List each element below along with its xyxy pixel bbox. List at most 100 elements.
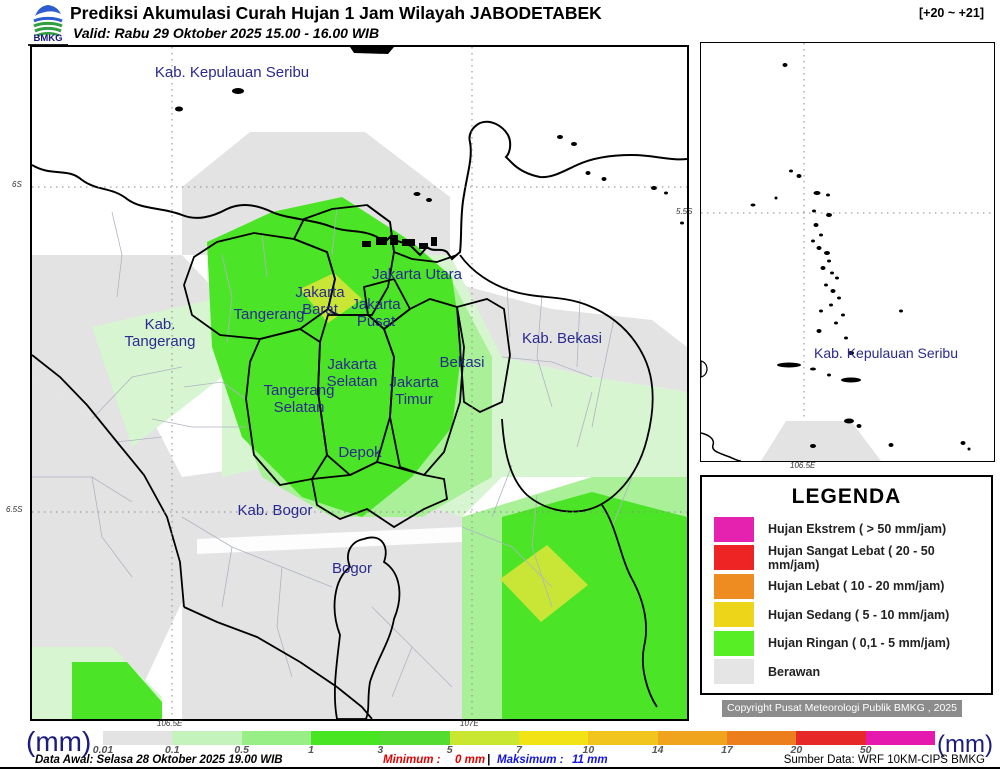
colorbar-ticks: 0.01 0.1 0.5 1 3 5 7 10 14 17 20 50 xyxy=(93,744,935,757)
map-label-jakarta-pusat: Jakarta Pusat xyxy=(351,296,401,330)
colorbar-segment-8 xyxy=(657,731,727,745)
legend-item-label: Hujan Ekstrem ( > 50 mm/jam) xyxy=(768,522,947,537)
map-region-labels: Kab. Kepulauan Seribu Kab. Tangerang Tanger… xyxy=(125,64,602,577)
clear-streak xyxy=(197,527,462,554)
colorbar-tick-20: 20 xyxy=(790,744,803,756)
legend-title: LEGENDA xyxy=(791,485,902,508)
colorbar-segment-10 xyxy=(796,731,866,745)
forecast-hour-range: [+20 ~ +21] xyxy=(919,6,984,20)
lon-label-107e: 107E xyxy=(460,719,479,728)
lat-label-6-5s: 6.5S xyxy=(6,505,23,514)
city-boundaries xyxy=(31,204,658,720)
logo-cloud-shape xyxy=(35,5,61,16)
colorbar-segment-5 xyxy=(449,731,519,745)
main-map-canvas: Kab. Kepulauan Seribu Kab. Tangerang Tanger… xyxy=(31,47,688,720)
map-label-tangerang: Tangerang xyxy=(234,306,305,323)
legend-item-label: Berawan xyxy=(768,664,821,679)
map-label-bekasi: Bekasi xyxy=(439,354,484,371)
bottom-border-line xyxy=(0,767,1000,769)
colorbar-tick-17: 17 xyxy=(721,744,733,756)
map-label-jakarta-timur: Jakarta Timur xyxy=(389,374,439,408)
legend-items: Hujan Ekstrem ( > 50 mm/jam) Hujan Sangat… xyxy=(714,515,979,686)
cloud-areas xyxy=(32,132,687,719)
legend-box: LEGENDA Hujan Ekstrem ( > 50 mm/jam) Huja… xyxy=(700,475,993,695)
harbor-shapes xyxy=(362,235,437,249)
page-title: Prediksi Akumulasi Curah Hujan 1 Jam Wil… xyxy=(70,3,602,23)
legend-item-4: Hujan Ringan ( 0,1 - 5 mm/jam) xyxy=(714,629,979,658)
coastline xyxy=(31,120,688,261)
legend-item-label: Hujan Lebat ( 10 - 20 mm/jam) xyxy=(768,579,945,594)
source-text: Sumber Data: WRF 10KM-CIPS BMKG xyxy=(783,754,985,766)
data-awal-text: Data Awal: Selasa 28 Oktober 2025 19.00 … xyxy=(35,754,283,766)
legend-swatch xyxy=(714,573,754,599)
copyright-bar: Copyright Pusat Meteorologi Publik BMKG … xyxy=(722,700,962,717)
map-label-kab-bekasi: Kab. Bekasi xyxy=(522,330,602,347)
colorbar-segment-4 xyxy=(380,731,450,745)
colorbar-tick-3: 3 xyxy=(377,744,384,756)
colorbar-tick-50: 50 xyxy=(859,744,872,756)
inset-region-label: Kab. Kepulauan Seribu xyxy=(814,345,958,361)
inset-lon-label: 106.5E xyxy=(790,461,816,470)
colorbar-tick-0.5: 0.5 xyxy=(234,744,249,756)
valid-time: Valid: Rabu 29 Oktober 2025 15.00 - 16.0… xyxy=(73,25,380,41)
district-boundaries xyxy=(32,206,633,698)
lon-label-106-5e: 106.5E xyxy=(157,719,183,728)
legend-item-label: Hujan Ringan ( 0,1 - 5 mm/jam) xyxy=(768,636,950,651)
legend-item-5: Berawan xyxy=(714,658,979,687)
inset-gridlines xyxy=(701,43,994,461)
inset-coast-notch xyxy=(700,360,708,378)
colorbar-tick-10: 10 xyxy=(582,744,595,756)
colorbar-segment-0 xyxy=(103,731,173,745)
map-label-kab-bogor: Kab. Bogor xyxy=(237,502,312,519)
colorbar-segment-1 xyxy=(172,731,242,745)
inset-map-kepulauan-seribu: Kab. Kepulauan Seribu xyxy=(700,42,998,462)
islands xyxy=(175,47,684,225)
legend-item-1: Hujan Sangat Lebat ( 20 - 50 mm/jam) xyxy=(714,544,979,573)
colorbar-tick-0.01: 0.01 xyxy=(92,744,114,756)
colorbar xyxy=(103,731,935,745)
minmax-separator: | xyxy=(487,754,491,766)
colorbar-tick-1: 1 xyxy=(308,744,314,756)
map-label-kab-tangerang: Kab. Tangerang xyxy=(125,316,196,350)
inset-islands xyxy=(750,63,998,457)
minimum-label: Minimum : xyxy=(383,754,441,766)
inset-coastline xyxy=(700,432,742,462)
inset-cloud-area xyxy=(761,421,881,461)
colorbar-segment-9 xyxy=(726,731,797,745)
lat-label-6s: 6S xyxy=(12,180,22,189)
legend-swatch xyxy=(714,545,754,571)
legend-item-3: Hujan Sedang ( 5 - 10 mm/jam) xyxy=(714,601,979,630)
colorbar-tick-7: 7 xyxy=(516,744,522,756)
map-label-kab-kepulauan-seribu: Kab. Kepulauan Seribu xyxy=(155,64,309,81)
legend-swatch xyxy=(714,516,754,542)
legend-item-label: Hujan Sedang ( 5 - 10 mm/jam) xyxy=(768,607,950,622)
colorbar-tick-5: 5 xyxy=(446,744,453,756)
maksimum-value: 11 mm xyxy=(572,754,608,766)
colorbar-unit-left: (mm) xyxy=(26,726,92,757)
inset-map-canvas: Kab. Kepulauan Seribu xyxy=(700,43,998,462)
colorbar-tick-14: 14 xyxy=(651,744,664,756)
legend-item-2: Hujan Lebat ( 10 - 20 mm/jam) xyxy=(714,572,979,601)
map-label-tangerang-selatan: Tangerang Selatan xyxy=(264,382,335,416)
maksimum-label: Maksimum : xyxy=(497,754,564,766)
map-label-bogor: Bogor xyxy=(332,560,372,577)
colorbar-segment-2 xyxy=(241,731,311,745)
legend-item-0: Hujan Ekstrem ( > 50 mm/jam) xyxy=(714,515,979,544)
colorbar-segment-6 xyxy=(518,731,589,745)
map-label-jakarta-barat: Jakarta Barat xyxy=(295,284,345,318)
colorbar-tick-0.1: 0.1 xyxy=(165,744,180,756)
colorbar-segment-3 xyxy=(310,731,381,745)
main-map: Kab. Kepulauan Seribu Kab. Tangerang Tanger… xyxy=(30,45,689,721)
map-label-jakarta-selatan: Jakarta Selatan xyxy=(327,356,378,390)
legend-swatch xyxy=(714,602,754,628)
colorbar-segment-7 xyxy=(588,731,658,745)
legend-swatch xyxy=(714,659,754,685)
map-label-depok: Depok xyxy=(338,444,382,461)
bmkg-logo-icon xyxy=(33,5,63,37)
legend-swatch xyxy=(714,630,754,656)
gridlines xyxy=(32,47,687,719)
colorbar-unit-right: (mm) xyxy=(937,731,993,758)
inset-lat-label: 5.5S xyxy=(676,207,693,216)
colorbar-segment-11 xyxy=(865,731,935,745)
